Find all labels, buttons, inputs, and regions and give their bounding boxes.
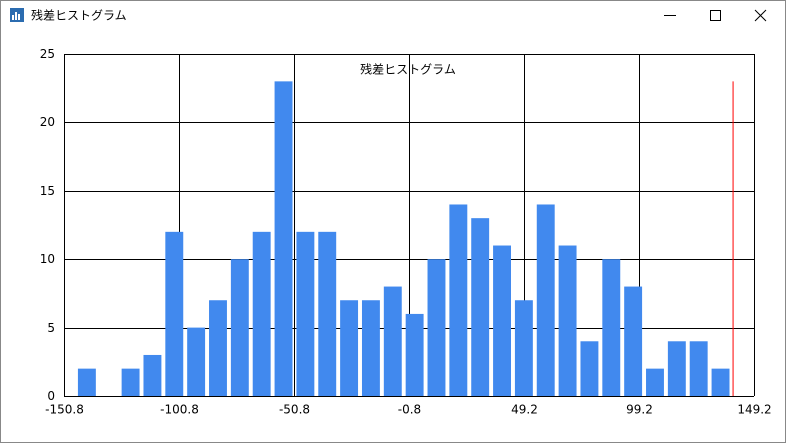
bar (711, 368, 730, 396)
x-tick-label: -100.8 (160, 403, 199, 417)
bar (230, 259, 249, 396)
x-tick-label: -50.8 (279, 403, 310, 417)
bar (427, 259, 446, 396)
window-title: 残差ヒストグラム (31, 9, 127, 23)
bar (274, 81, 293, 397)
bar (165, 231, 184, 396)
y-tick-label: 10 (40, 252, 55, 266)
x-tick-label: -150.8 (45, 403, 84, 417)
bar (646, 368, 664, 396)
bar (143, 354, 162, 396)
y-tick-label: 15 (40, 184, 55, 198)
bar (405, 313, 424, 396)
x-tick-label: -0.8 (398, 403, 421, 417)
bar (689, 341, 708, 396)
bar (580, 341, 599, 396)
bar (493, 245, 511, 396)
bar (602, 259, 621, 396)
chart-title: 残差ヒストグラム (360, 63, 456, 77)
maximize-button[interactable] (710, 10, 721, 21)
bar (296, 231, 315, 396)
bar (187, 327, 206, 396)
y-tick-label: 0 (47, 389, 55, 403)
bar (209, 300, 227, 396)
y-tick-label: 20 (40, 115, 55, 129)
bar (667, 341, 686, 396)
bar (471, 218, 490, 396)
bar (624, 286, 643, 396)
bar (340, 300, 359, 396)
bar (318, 231, 337, 396)
close-button[interactable] (754, 9, 767, 22)
bar (514, 300, 533, 396)
bar (536, 204, 555, 396)
bar (77, 368, 96, 396)
x-tick-label: 49.2 (511, 403, 538, 417)
bar (361, 300, 380, 396)
bar (252, 231, 271, 396)
bar (383, 286, 402, 396)
bar (121, 368, 140, 396)
app-icon (10, 8, 24, 22)
x-tick-label: 149.2 (737, 403, 771, 417)
y-tick-label: 25 (40, 47, 55, 61)
y-tick-label: 5 (47, 321, 55, 335)
x-tick-label: 99.2 (626, 403, 653, 417)
bar (449, 204, 468, 396)
bar (558, 245, 577, 396)
